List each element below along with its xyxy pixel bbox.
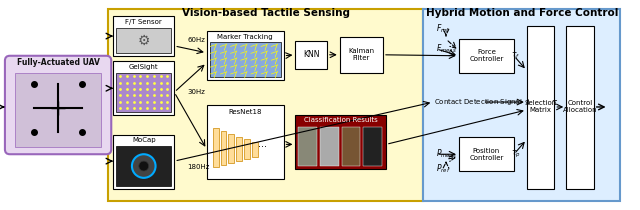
Bar	[236, 136, 242, 161]
Text: $P_{ref}$: $P_{ref}$	[436, 163, 451, 175]
Bar	[527, 26, 554, 189]
Circle shape	[139, 161, 148, 171]
Text: Position
Controller: Position Controller	[469, 148, 504, 161]
Bar	[340, 37, 383, 72]
Text: 60Hz: 60Hz	[187, 37, 205, 43]
Text: ResNet18: ResNet18	[228, 109, 262, 115]
Text: Vision-based Tactile Sensing: Vision-based Tactile Sensing	[182, 8, 350, 18]
Text: $F_{ref}$: $F_{ref}$	[436, 23, 451, 35]
Text: Fully-Actuated UAV: Fully-Actuated UAV	[17, 58, 100, 67]
Bar	[459, 138, 514, 171]
Bar	[364, 127, 382, 166]
Bar	[113, 61, 174, 115]
Bar	[244, 139, 250, 159]
Text: $\tau_f$: $\tau_f$	[511, 51, 520, 61]
Text: Selection
Matrix: Selection Matrix	[524, 100, 557, 113]
Bar	[108, 9, 423, 201]
Bar	[210, 42, 280, 77]
Text: F/T Sensor: F/T Sensor	[125, 19, 162, 25]
Text: Force
Controller: Force Controller	[469, 49, 504, 62]
Bar	[221, 131, 227, 165]
Text: Contact Detection Signal  $\lambda$: Contact Detection Signal $\lambda$	[434, 97, 531, 107]
Bar	[116, 28, 172, 53]
Text: 30Hz: 30Hz	[187, 89, 205, 95]
Text: Classification Results: Classification Results	[304, 117, 378, 123]
Bar	[228, 134, 234, 163]
Text: $F_{meas}$: $F_{meas}$	[436, 43, 457, 55]
Text: ...: ...	[259, 139, 268, 149]
Bar	[207, 105, 284, 179]
Text: Hybrid Motion and Force Control: Hybrid Motion and Force Control	[426, 8, 618, 18]
Text: Marker Tracking: Marker Tracking	[218, 34, 273, 40]
Bar	[15, 74, 101, 147]
Bar	[296, 115, 386, 169]
Text: GelSight: GelSight	[129, 64, 159, 70]
Text: Control
Allocation: Control Allocation	[563, 100, 597, 113]
Text: KNN: KNN	[303, 50, 319, 59]
Bar	[116, 146, 172, 186]
Text: 180Hz: 180Hz	[187, 164, 209, 170]
Bar	[342, 127, 360, 166]
FancyBboxPatch shape	[5, 56, 111, 154]
Bar	[566, 26, 594, 189]
Text: $\tau$: $\tau$	[551, 98, 558, 106]
Bar	[113, 135, 174, 189]
Bar	[212, 128, 219, 167]
Text: Kalman
Filter: Kalman Filter	[348, 48, 374, 61]
Bar	[113, 16, 174, 56]
Bar	[252, 142, 258, 157]
Text: $P_{meas}$: $P_{meas}$	[436, 148, 457, 160]
Bar	[423, 9, 620, 201]
Text: MoCap: MoCap	[132, 137, 156, 143]
Bar	[459, 39, 514, 72]
Text: $\tau_p$: $\tau_p$	[511, 149, 521, 160]
Bar	[320, 127, 339, 166]
Text: ⚙: ⚙	[138, 34, 150, 48]
Bar	[298, 127, 317, 166]
Bar	[116, 72, 172, 112]
Bar	[296, 41, 327, 69]
Bar	[207, 31, 284, 80]
Circle shape	[132, 154, 156, 178]
